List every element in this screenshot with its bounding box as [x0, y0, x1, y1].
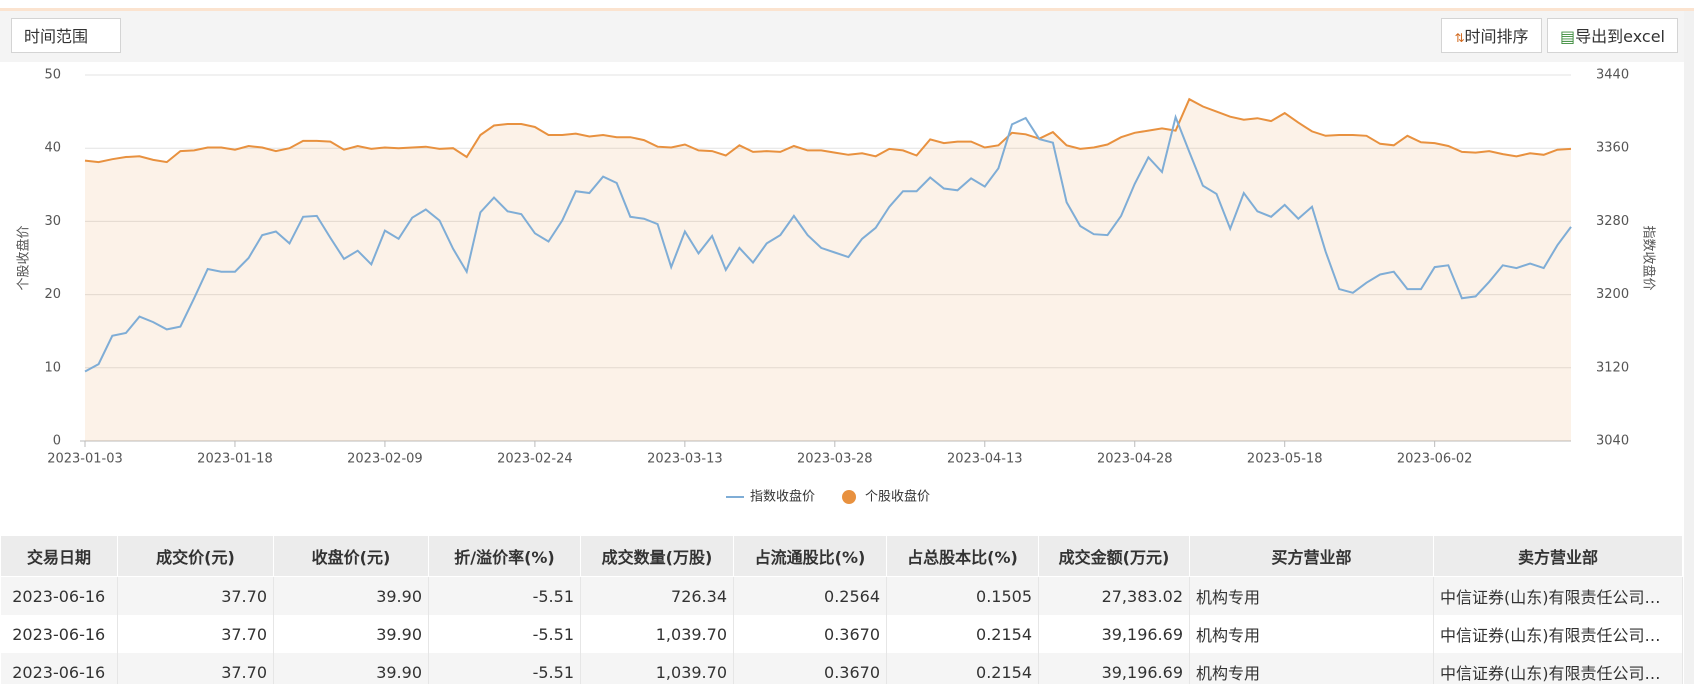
column-header: 占流通股比(%)	[733, 535, 887, 577]
y-axis-title: 个股收盘价	[16, 225, 32, 290]
table-cell: 39,196.69	[1038, 653, 1190, 684]
column-header: 卖方营业部	[1433, 535, 1683, 577]
header-row: 交易日期 成交价(元) 收盘价(元) 折/溢价率(%) 成交数量(万股) 占流通股比(%)…	[0, 535, 1683, 577]
y-tick-label: 30	[44, 214, 61, 229]
column-header: 收盘价(元)	[273, 535, 429, 577]
table-cell: 37.70	[117, 576, 274, 615]
column-header: 交易日期	[0, 535, 118, 577]
y-tick-label: 10	[44, 360, 61, 375]
y2-tick-label: 3120	[1596, 360, 1629, 375]
toolbar: 时间范围 ⇅时间排序 ▤导出到excel	[0, 11, 1684, 62]
column-header: 成交价(元)	[117, 535, 274, 577]
column-header: 折/溢价率(%)	[428, 535, 581, 577]
sort-label: 时间排序	[1464, 27, 1529, 46]
y2-axis-title: 指数收盘价	[1641, 225, 1657, 290]
table-cell: 39.90	[273, 615, 429, 653]
table-cell: 0.2154	[886, 615, 1039, 653]
series-line	[84, 113, 1572, 373]
table-cell: 2023-06-16	[0, 576, 118, 615]
table-cell: 726.34	[580, 576, 734, 615]
y-tick-label: 0	[53, 434, 61, 449]
table-cell: 27,383.02	[1038, 576, 1190, 615]
series-line	[84, 97, 1572, 164]
y-tick-label: 40	[44, 141, 61, 156]
y2-tick-label: 3440	[1596, 68, 1629, 83]
y-tick-label: 50	[44, 68, 61, 83]
table-cell: 0.2564	[733, 576, 887, 615]
table-cell: 0.1505	[886, 576, 1039, 615]
table-cell: 机构专用	[1189, 653, 1434, 684]
table-cell: 中信证券(山东)有限责任公司…	[1433, 576, 1683, 615]
x-tick-label: 2023-03-13	[647, 452, 723, 467]
export-label: 导出到excel	[1575, 27, 1665, 46]
column-header: 成交金额(万元)	[1038, 535, 1190, 577]
table-row: 2023-06-16 37.70 39.90 -5.51 1,039.70 0.3670 0…	[0, 653, 1683, 684]
trade-table: 交易日期 成交价(元) 收盘价(元) 折/溢价率(%) 成交数量(万股) 占流通股比(%)…	[0, 535, 1683, 684]
column-header: 买方营业部	[1189, 535, 1434, 577]
table-cell: -5.51	[428, 653, 581, 684]
table-cell: 1,039.70	[580, 615, 734, 653]
column-header: 占总股本比(%)	[886, 535, 1039, 577]
chart: 01020304050304031203200328033603440个股收盘价…	[16, 68, 1657, 505]
x-tick-label: 2023-03-28	[797, 452, 873, 467]
x-tick-label: 2023-04-13	[947, 452, 1023, 467]
table-cell: 中信证券(山东)有限责任公司…	[1433, 653, 1683, 684]
table-cell: 2023-06-16	[0, 653, 118, 684]
table-cell: 39.90	[273, 576, 429, 615]
table-cell: 0.2154	[886, 653, 1039, 684]
table-cell: 37.70	[117, 615, 274, 653]
x-tick-label: 2023-02-09	[347, 452, 423, 467]
legend-swatch	[842, 490, 857, 504]
legend-label: 指数收盘价	[750, 489, 815, 505]
table-cell: 机构专用	[1189, 576, 1434, 615]
table-cell: 2023-06-16	[0, 615, 118, 653]
table-cell: 39,196.69	[1038, 615, 1190, 653]
top-border	[0, 8, 1694, 11]
legend-label: 个股收盘价	[865, 489, 930, 505]
table-row: 2023-06-16 37.70 39.90 -5.51 726.34 0.2564 0.1…	[0, 576, 1683, 615]
time-range-filter[interactable]: 时间范围	[11, 18, 121, 53]
y2-tick-label: 3360	[1596, 141, 1629, 156]
table-cell: 0.3670	[733, 615, 887, 653]
export-button[interactable]: ▤导出到excel	[1547, 18, 1678, 53]
column-header: 成交数量(万股)	[580, 535, 734, 577]
x-tick-label: 2023-02-24	[497, 452, 573, 467]
area-fill	[85, 99, 1571, 441]
legend-item[interactable]: 指数收盘价	[726, 489, 815, 505]
table-cell: 37.70	[117, 653, 274, 684]
y-tick-label: 20	[44, 287, 61, 302]
export-icon: ▤	[1560, 27, 1576, 46]
scrollbar	[1684, 11, 1694, 684]
x-tick-label: 2023-04-28	[1097, 452, 1173, 467]
table-cell: 0.3670	[733, 653, 887, 684]
table-cell: 39.90	[273, 653, 429, 684]
table-cell: 1,039.70	[580, 653, 734, 684]
table-cell: 机构专用	[1189, 615, 1434, 653]
table-row: 2023-06-16 37.70 39.90 -5.51 1,039.70 0.3670 0…	[0, 615, 1683, 653]
y2-tick-label: 3280	[1596, 214, 1629, 229]
table-cell: -5.51	[428, 615, 581, 653]
x-tick-label: 2023-01-03	[47, 452, 123, 467]
sort-button[interactable]: ⇅时间排序	[1441, 18, 1542, 53]
table-cell: 中信证券(山东)有限责任公司…	[1433, 615, 1683, 653]
table-cell: -5.51	[428, 576, 581, 615]
x-tick-label: 2023-01-18	[197, 452, 273, 467]
sort-icon: ⇅	[1454, 31, 1465, 45]
legend-item[interactable]: 个股收盘价	[842, 489, 930, 505]
y2-tick-label: 3040	[1596, 434, 1629, 449]
x-tick-label: 2023-06-02	[1397, 452, 1473, 467]
y2-tick-label: 3200	[1596, 287, 1629, 302]
x-tick-label: 2023-05-18	[1247, 452, 1323, 467]
